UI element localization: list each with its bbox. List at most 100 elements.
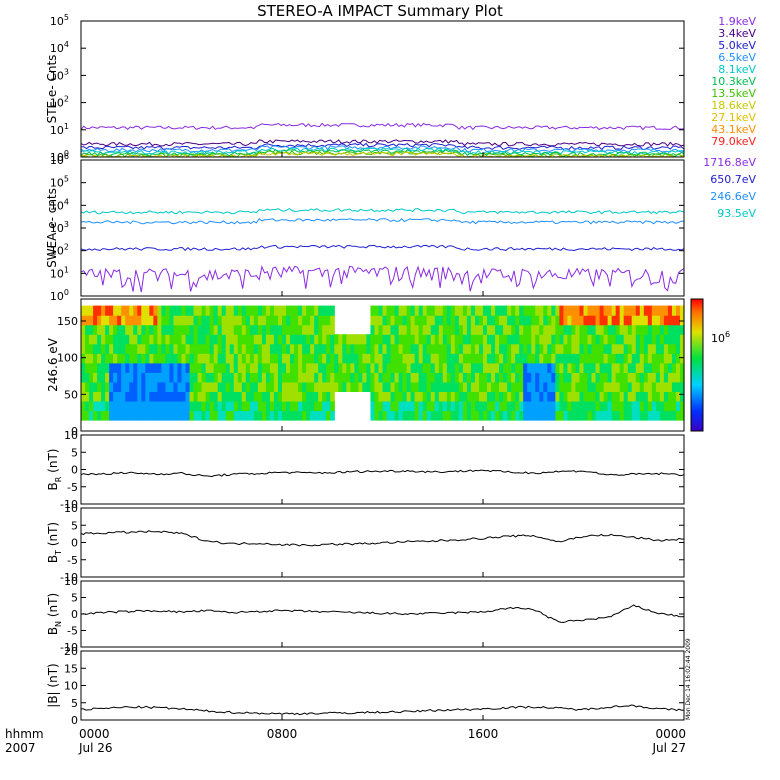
pad-cell [205,315,211,326]
pad-cell [527,372,532,383]
pad-cell [302,391,307,402]
pad-cell [362,334,368,345]
pad-cell [671,391,677,402]
pad-cell [583,315,589,326]
pad-cell [113,334,118,345]
legend-entry: 8.1keV [718,63,756,76]
pad-cell [157,353,162,364]
pad-cell [539,391,544,402]
pad-cell [559,353,564,364]
pad-cell [209,343,215,354]
pad-cell [591,334,597,345]
pad-cell [595,400,601,412]
pad-cell [478,343,484,354]
pad-cell [398,334,404,345]
pad-cell [205,391,211,402]
pad-cell [137,315,142,326]
pad-cell [579,362,585,373]
pad-cell [539,372,544,383]
pad-cell [607,362,613,373]
pad-cell [547,362,552,373]
pad-cell [225,381,231,392]
pad-cell [438,315,444,326]
pad-cell [551,362,556,373]
pad-cell [434,353,440,364]
pad-cell [679,410,685,421]
pad-cell [575,410,581,421]
pad-cell [374,400,380,412]
pad-cell [173,391,179,402]
pad-cell [667,334,673,345]
pad-cell [330,305,335,316]
pad-cell [89,353,94,364]
x-tick-time: 0000 [79,727,110,741]
pad-cell [137,362,142,373]
pad-cell [125,334,130,345]
pad-cell [651,305,657,316]
pad-cell [217,315,223,326]
pad-cell [559,400,564,412]
pad-cell [117,343,122,354]
pad-cell [671,305,677,316]
pad-cell [318,410,323,421]
pad-cell [282,400,287,412]
pad-cell [603,381,609,392]
pad-cell [221,372,227,383]
pad-cell [137,305,142,316]
pad-cell [93,343,98,354]
pad-cell [366,343,372,354]
pad-cell [89,343,94,354]
pad-cell [535,410,540,421]
pad-cell [579,353,585,364]
pad-cell [189,372,195,383]
pad-cell [579,381,585,392]
pad-cell [446,400,452,412]
pad-cell [161,343,167,354]
pad-cell [237,305,243,316]
pad-cell [599,324,605,335]
pad-cell [515,315,520,326]
legend-ste: 1.9keV3.4keV5.0keV6.5keV8.1keV10.3keV13.… [711,15,756,148]
pad-cell [398,362,404,373]
pad-cell [173,315,179,326]
pad-cell [181,410,187,421]
pad-cell [422,410,428,421]
pad-cell [659,381,665,392]
pad-cell [507,381,512,392]
pad-cell [499,381,504,392]
pad-cell [382,372,388,383]
pad-cell [647,353,653,364]
pad-cell [659,324,665,335]
pad-cell [145,372,150,383]
pad-cell [402,400,408,412]
pad-cell [491,315,496,326]
pad-cell [318,343,323,354]
pad-cell [245,381,251,392]
pad-cell [483,353,488,364]
pad-cell [229,372,235,383]
pad-cell [93,410,98,421]
pad-cell [318,353,323,364]
pad-cell [398,315,404,326]
pad-cell [318,362,323,373]
pad-cell [635,324,641,335]
pad-cell [627,372,633,383]
pad-cell [535,400,540,412]
pad-cell [85,343,90,354]
pad-cell [663,324,669,335]
pad-cell [422,391,428,402]
pad-cell [93,353,98,364]
pad-cell [253,343,259,354]
pad-cell [438,343,444,354]
pad-cell [487,381,492,392]
pad-cell [470,324,476,335]
pad-cell [85,410,90,421]
pad-cell [181,315,187,326]
pad-cell [149,381,154,392]
pad-cell [539,381,544,392]
pad-cell [591,391,597,402]
pad-cell [209,362,215,373]
pad-cell [362,381,368,392]
pad-cell [539,334,544,345]
